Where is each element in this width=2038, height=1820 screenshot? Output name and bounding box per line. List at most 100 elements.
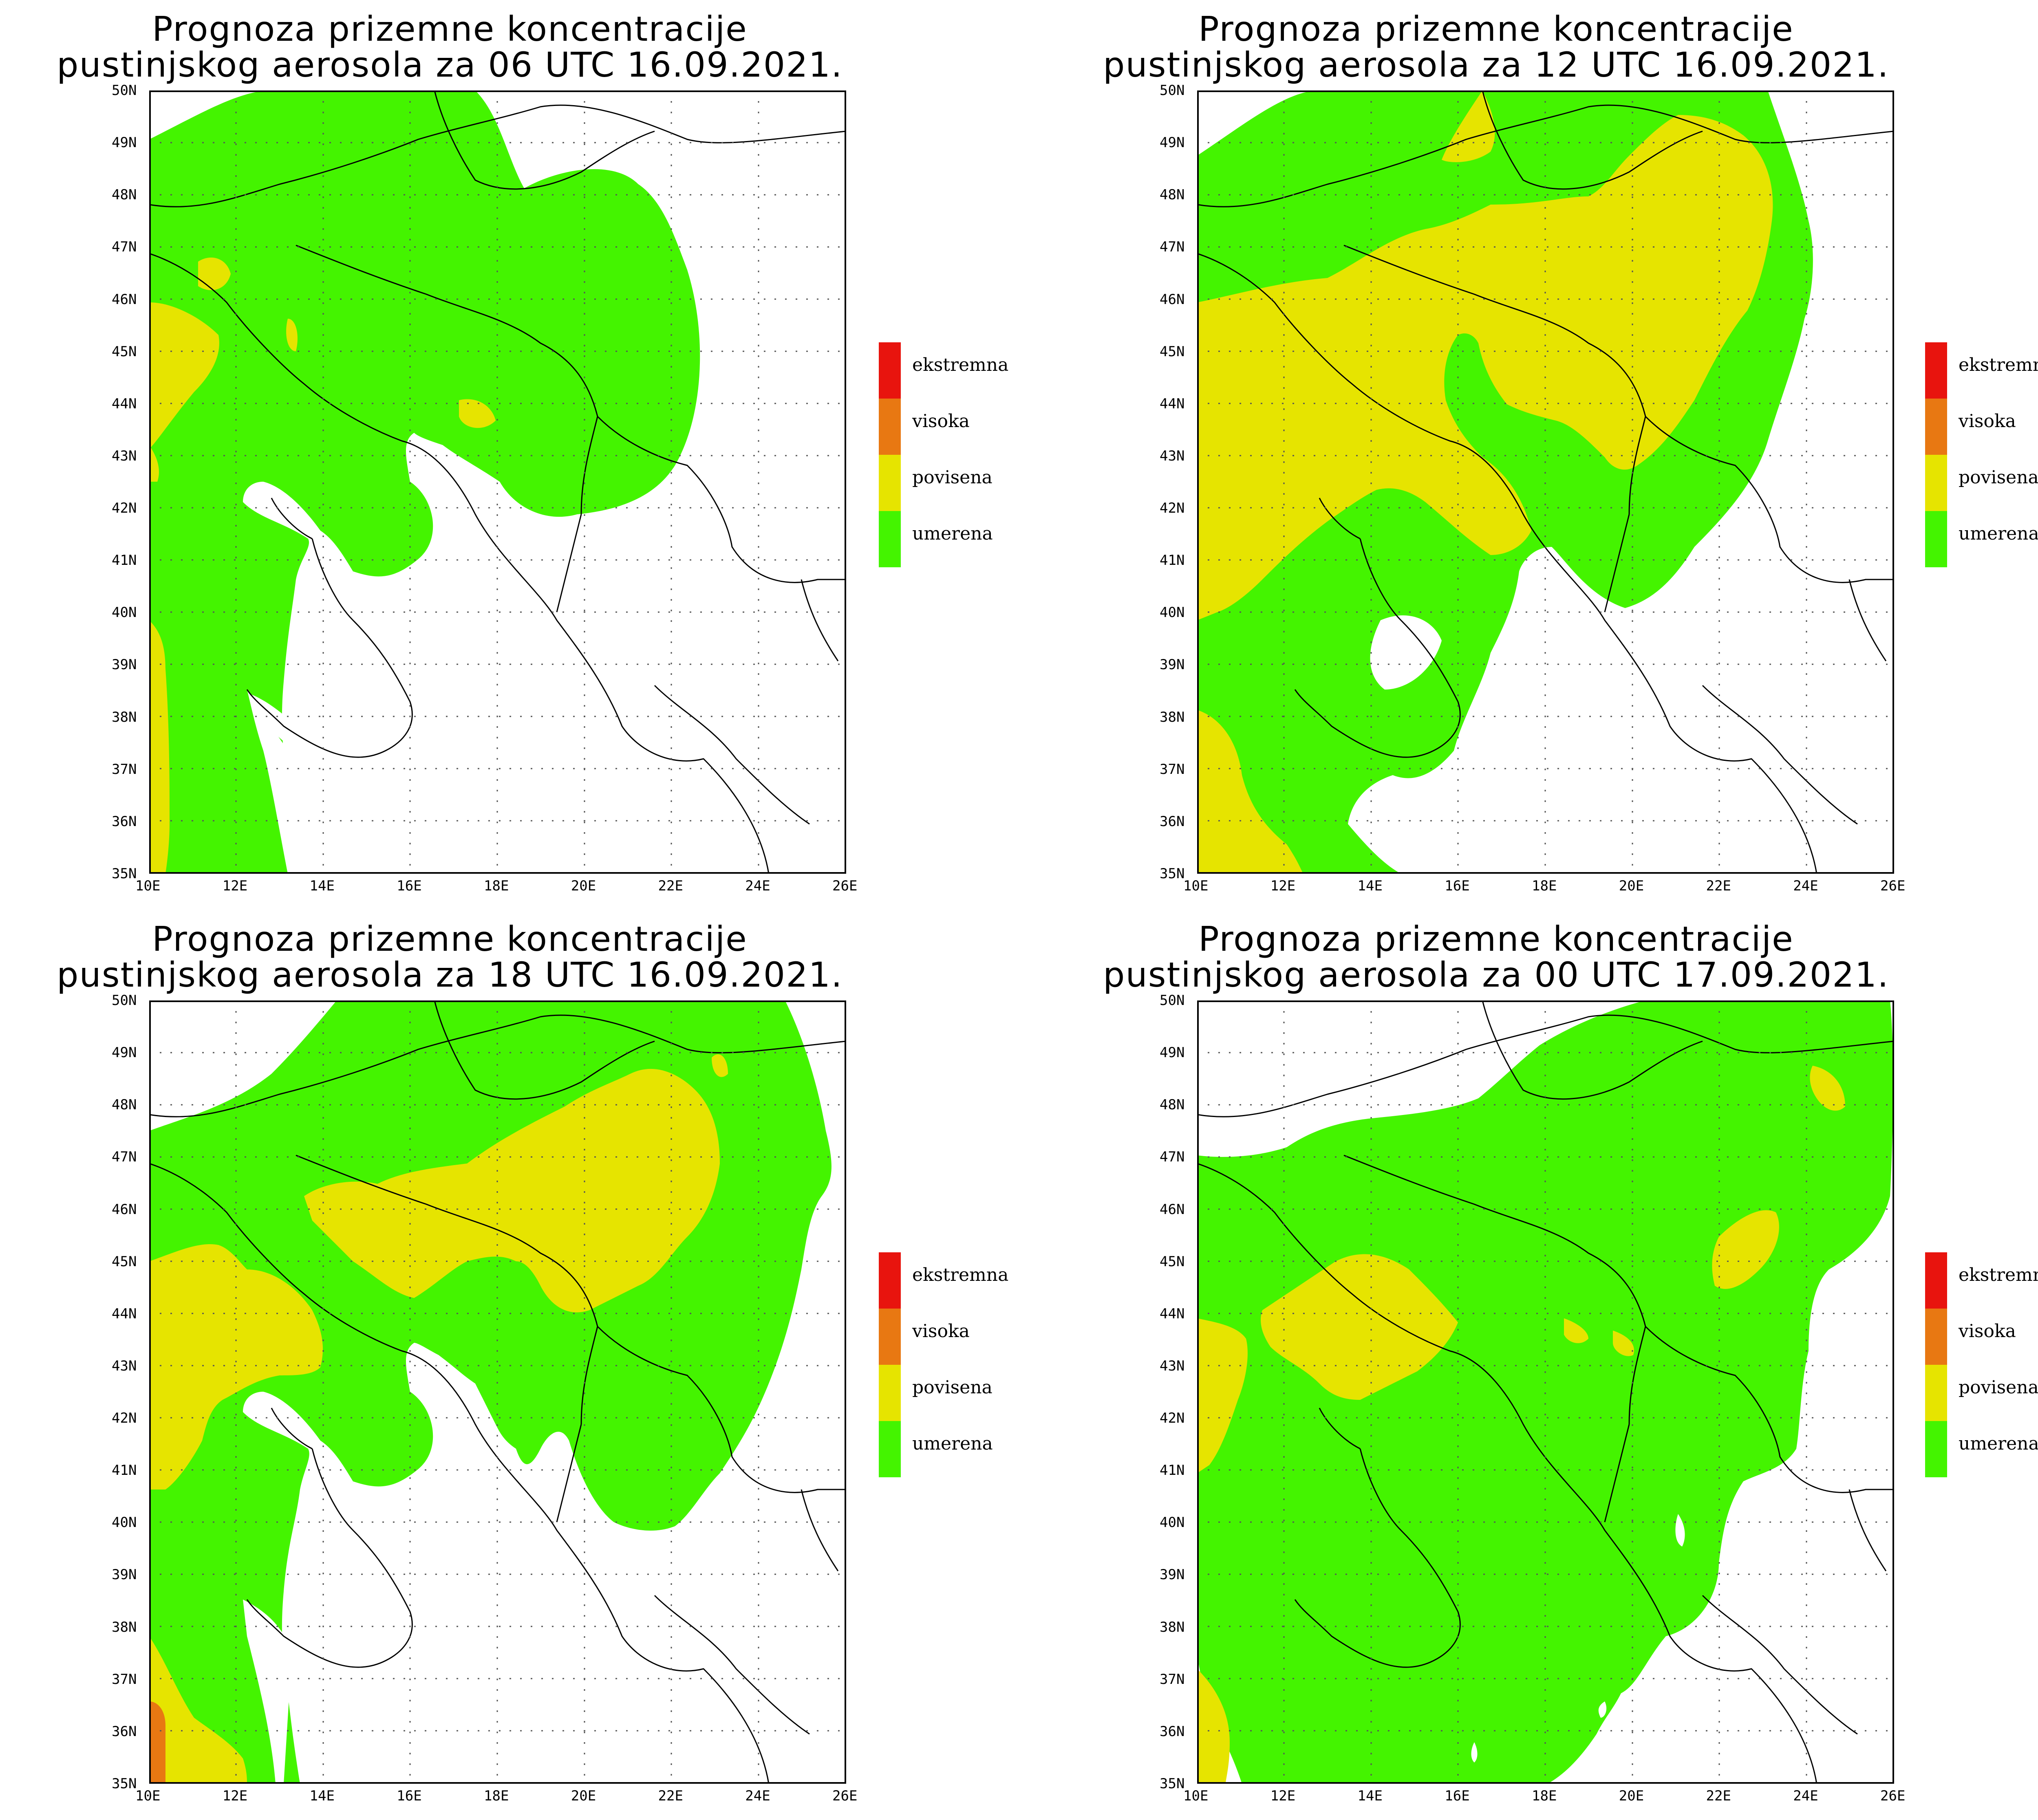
panel-title-line2: pustinjskog aerosola za 06 UTC 16.09.202… xyxy=(57,45,843,85)
lon-tick-label: 26E xyxy=(1880,878,1906,894)
lon-tick-label: 12E xyxy=(222,878,248,894)
lat-tick-label: 48N xyxy=(112,1097,137,1113)
lon-tick-label: 14E xyxy=(1357,878,1383,894)
lat-tick-label: 42N xyxy=(1160,1410,1185,1427)
lon-tick-label: 24E xyxy=(1793,878,1818,894)
legend-label-visoka: visoka xyxy=(912,411,970,432)
lat-tick-label: 39N xyxy=(112,1567,137,1583)
legend-swatch-povisena xyxy=(879,455,901,511)
lat-tick-label: 39N xyxy=(1160,1567,1185,1583)
lat-tick-label: 46N xyxy=(112,1201,137,1218)
panel-title-line2: pustinjskog aerosola za 18 UTC 16.09.202… xyxy=(57,955,843,995)
legend-label-visoka: visoka xyxy=(912,1321,970,1342)
lat-tick-label: 41N xyxy=(1160,1462,1185,1479)
lat-tick-label: 43N xyxy=(112,1357,137,1374)
lon-tick-label: 16E xyxy=(1445,1788,1470,1804)
panel-title-line1: Prognoza prizemne koncentracije xyxy=(152,919,748,959)
lon-tick-label: 12E xyxy=(222,1788,248,1804)
lat-tick-label: 49N xyxy=(112,1044,137,1061)
lon-tick-label: 12E xyxy=(1270,878,1296,894)
lat-tick-label: 38N xyxy=(1160,709,1185,725)
legend-swatch-visoka xyxy=(1925,399,1947,455)
lat-tick-label: 44N xyxy=(1160,395,1185,412)
lat-tick-label: 43N xyxy=(1160,1357,1185,1374)
lon-tick-label: 22E xyxy=(1706,878,1731,894)
lat-tick-label: 45N xyxy=(1160,343,1185,360)
forecast-panel-18utc: Prognoza prizemne koncentracije pustinjs… xyxy=(0,910,1046,1820)
lat-tick-label: 35N xyxy=(1160,866,1185,882)
lon-tick-label: 26E xyxy=(832,1788,858,1804)
lon-tick-label: 16E xyxy=(397,878,422,894)
panel-title-line2: pustinjskog aerosola za 00 UTC 17.09.202… xyxy=(1103,955,1889,995)
lat-tick-label: 46N xyxy=(1160,1201,1185,1218)
lat-tick-label: 47N xyxy=(112,1149,137,1166)
legend-label-povisena: povisena xyxy=(1959,1377,2038,1398)
lon-tick-label: 22E xyxy=(658,1788,683,1804)
lat-tick-label: 50N xyxy=(112,82,137,99)
lat-tick-label: 45N xyxy=(112,343,137,360)
lon-tick-label: 18E xyxy=(1532,878,1557,894)
forecast-panel-12utc: Prognoza prizemne koncentracije pustinjs… xyxy=(1046,0,2038,910)
legend-swatch-povisena xyxy=(1925,455,1947,511)
legend-label-ekstremna: ekstremna xyxy=(1959,355,2038,375)
lat-tick-label: 49N xyxy=(1160,134,1185,151)
coastlines-borders xyxy=(1197,1000,1894,1784)
lat-tick-label: 45N xyxy=(112,1253,137,1270)
lat-tick-label: 36N xyxy=(1160,813,1185,830)
lat-tick-label: 46N xyxy=(1160,291,1185,308)
coastlines-borders xyxy=(149,1000,846,1784)
coastlines-borders xyxy=(1197,90,1894,874)
legend-label-visoka: visoka xyxy=(1959,1321,2016,1342)
legend-swatch-visoka xyxy=(1925,1309,1947,1365)
lon-tick-label: 16E xyxy=(1445,878,1470,894)
lat-tick-label: 37N xyxy=(1160,761,1185,778)
lon-tick-label: 18E xyxy=(1532,1788,1557,1804)
lon-tick-label: 22E xyxy=(658,878,683,894)
aerosol-map xyxy=(1197,1000,1894,1784)
lat-tick-label: 40N xyxy=(1160,604,1185,621)
lat-tick-label: 47N xyxy=(1160,1149,1185,1166)
legend-label-umerena: umerena xyxy=(912,523,993,544)
lat-tick-label: 44N xyxy=(112,1305,137,1322)
lat-tick-label: 50N xyxy=(1160,82,1185,99)
lat-tick-label: 41N xyxy=(1160,552,1185,569)
aerosol-map xyxy=(149,90,846,874)
lon-tick-label: 20E xyxy=(1619,1788,1644,1804)
povisena-area xyxy=(149,302,219,449)
lat-tick-label: 42N xyxy=(112,500,137,517)
lon-tick-label: 24E xyxy=(745,878,770,894)
lat-tick-label: 47N xyxy=(112,239,137,256)
legend-swatch-visoka xyxy=(879,1309,901,1365)
lat-tick-label: 42N xyxy=(1160,500,1185,517)
lon-tick-label: 14E xyxy=(309,878,335,894)
umerena-area xyxy=(149,90,700,874)
lon-tick-label: 18E xyxy=(484,878,509,894)
povisena-area xyxy=(1197,115,1773,620)
lon-tick-label: 24E xyxy=(745,1788,770,1804)
legend-label-ekstremna: ekstremna xyxy=(912,355,1009,375)
lat-tick-label: 43N xyxy=(112,447,137,464)
legend-label-ekstremna: ekstremna xyxy=(912,1265,1009,1285)
lon-tick-label: 10E xyxy=(135,1788,161,1804)
lat-tick-label: 40N xyxy=(112,1514,137,1531)
lat-tick-label: 38N xyxy=(112,1619,137,1635)
lat-tick-label: 43N xyxy=(1160,447,1185,464)
lon-tick-label: 26E xyxy=(1880,1788,1906,1804)
legend-label-povisena: povisena xyxy=(912,1377,993,1398)
lon-tick-label: 10E xyxy=(1183,878,1209,894)
coastlines-borders xyxy=(149,90,846,874)
lon-tick-label: 20E xyxy=(1619,878,1644,894)
legend-swatch-ekstremna xyxy=(879,1252,901,1309)
lat-tick-label: 36N xyxy=(112,813,137,830)
panel-title-line1: Prognoza prizemne koncentracije xyxy=(1198,9,1794,49)
lon-tick-label: 10E xyxy=(1183,1788,1209,1804)
legend-label-umerena: umerena xyxy=(1959,1433,2038,1454)
lat-tick-label: 50N xyxy=(112,992,137,1009)
lat-tick-label: 37N xyxy=(1160,1671,1185,1688)
legend-label-umerena: umerena xyxy=(1959,523,2038,544)
legend-swatch-umerena xyxy=(1925,1421,1947,1477)
visoka-area xyxy=(149,1701,165,1784)
panel-title-line1: Prognoza prizemne koncentracije xyxy=(1198,919,1794,959)
lon-tick-label: 18E xyxy=(484,1788,509,1804)
lat-tick-label: 37N xyxy=(112,1671,137,1688)
